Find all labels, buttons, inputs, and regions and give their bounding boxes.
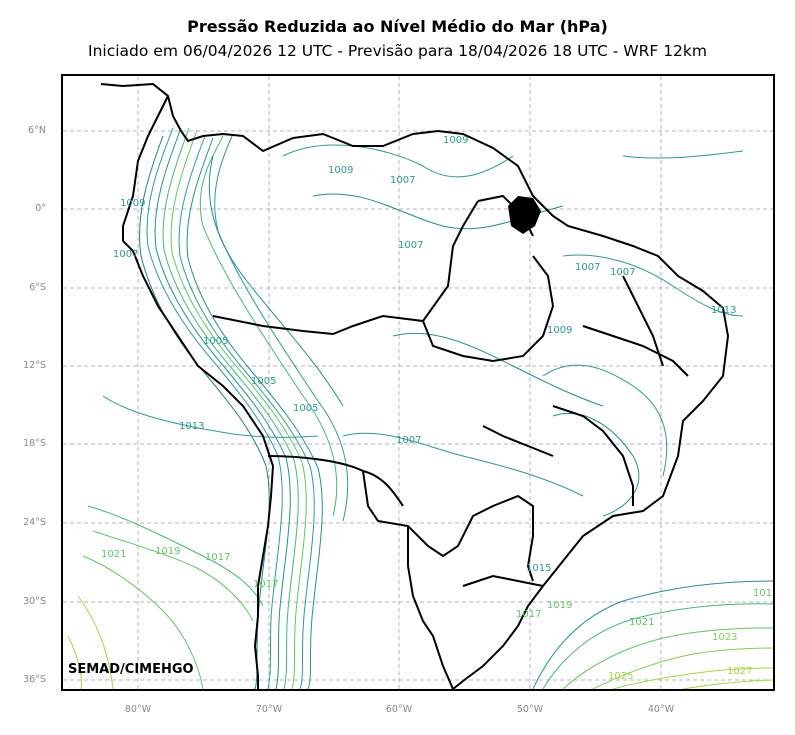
credit-label: SEMAD/CIMEHGO (68, 662, 194, 677)
lat-label-0: 0° (35, 203, 46, 214)
contour-label: 1019 (547, 600, 572, 611)
contour-label: 1005 (293, 403, 318, 414)
chart-subtitle: Iniciado em 06/04/2026 12 UTC - Previsão… (88, 42, 707, 60)
lat-label-30s: 30°S (23, 596, 46, 607)
contour-label: 1013 (711, 305, 736, 316)
contour-label: 1007 (575, 262, 600, 273)
marajo-island (508, 196, 541, 234)
contour-label: 1023 (712, 632, 737, 643)
lon-label-50w: 50°W (516, 704, 544, 715)
contour-label: 1017 (205, 552, 230, 563)
contour-label: 1021 (101, 549, 126, 560)
lat-label-6s: 6°S (29, 282, 46, 293)
contour-label: 1009 (328, 165, 353, 176)
contour-label: 1009 (120, 198, 145, 209)
map-area[interactable]: 1009 1009 1007 1009 1007 1005 1005 1005 … (61, 74, 775, 691)
contour-label: 1019 (155, 546, 180, 557)
contour-label: 1007 (113, 249, 138, 260)
contour-label: 1005 (251, 376, 276, 387)
graticule (63, 76, 773, 689)
lat-label-24s: 24°S (23, 517, 46, 528)
contour-label: 1021 (629, 617, 654, 628)
contour-label: 1007 (396, 435, 421, 446)
contour-label: 1009 (547, 325, 572, 336)
contour-label: 1017 (253, 579, 278, 590)
lon-label-60w: 60°W (385, 704, 413, 715)
contour-label: 1007 (398, 240, 423, 251)
contour-labels: 1009 1009 1007 1009 1007 1005 1005 1005 … (101, 135, 773, 682)
lon-label-80w: 80°W (124, 704, 152, 715)
contour-label: 1007 (610, 267, 635, 278)
pressure-map-svg: 1009 1009 1007 1009 1007 1005 1005 1005 … (63, 76, 773, 689)
lat-label-12s: 12°S (23, 360, 46, 371)
contour-label: 1017 (516, 609, 541, 620)
isobar-contours (67, 127, 773, 689)
lat-label-36s: 36°S (23, 674, 46, 685)
lat-label-6n: 6°N (28, 125, 46, 136)
contour-label: 1009 (443, 135, 468, 146)
lon-label-40w: 40°W (647, 704, 675, 715)
lat-label-18s: 18°S (23, 438, 46, 449)
contour-label: 1025 (608, 671, 633, 682)
contour-label: 1015 (526, 563, 551, 574)
contour-label: 1019 (753, 588, 773, 599)
contour-label: 1007 (390, 175, 415, 186)
contour-label: 1027 (727, 666, 752, 677)
contour-label: 1013 (179, 421, 204, 432)
contour-label: 1005 (203, 336, 228, 347)
chart-title: Pressão Reduzida ao Nível Médio do Mar (… (187, 17, 608, 36)
lon-label-70w: 70°W (255, 704, 283, 715)
